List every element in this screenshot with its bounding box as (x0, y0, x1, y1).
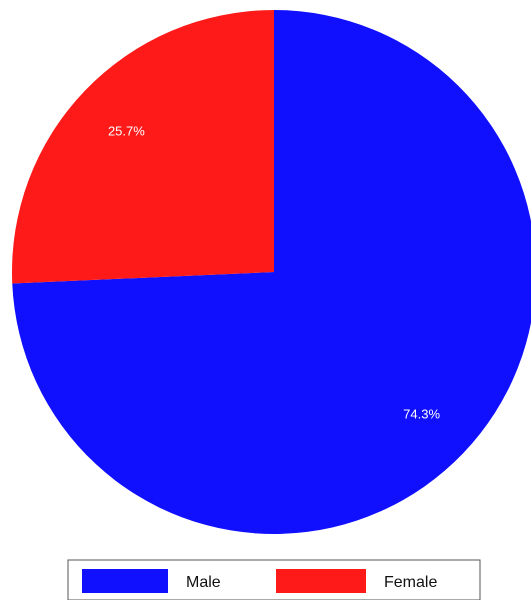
legend-label-male: Male (186, 574, 221, 591)
legend-label-female: Female (384, 574, 437, 591)
legend-swatch-female (276, 569, 366, 593)
pie-slices (11, 10, 531, 534)
pie-slice-male (12, 10, 531, 534)
pie-slice-female (11, 10, 275, 284)
legend: Male Female (67, 559, 481, 600)
pie-slice-label-female: 25.7% (108, 124, 145, 139)
pie-slice-label-male: 74.3% (403, 406, 440, 421)
pie-slice-labels: 74.3% 25.7% (108, 124, 441, 422)
legend-swatch-male (82, 569, 168, 593)
